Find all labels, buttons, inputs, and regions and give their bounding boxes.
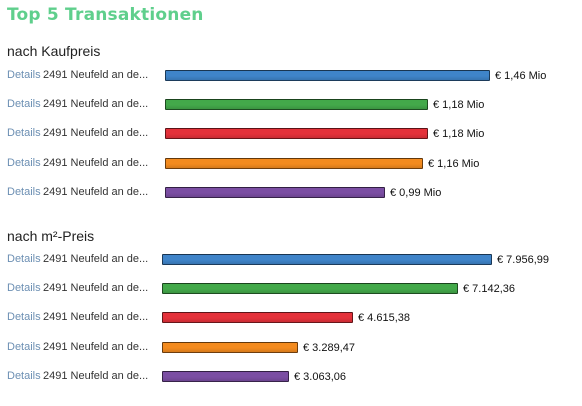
details-link[interactable]: Details (7, 253, 41, 265)
value-label: € 3.063,06 (294, 371, 346, 383)
transaction-row: Details 2491 Neufeld an de... € 3.289,47 (0, 339, 582, 359)
transaction-description: 2491 Neufeld an de... (43, 157, 149, 169)
value-bar (162, 312, 353, 323)
value-bar (165, 70, 490, 81)
value-label: € 7.142,36 (463, 283, 515, 295)
details-link[interactable]: Details (7, 341, 41, 353)
value-label: € 1,18 Mio (433, 99, 485, 111)
details-link[interactable]: Details (7, 127, 41, 139)
value-bar (165, 187, 385, 198)
value-label: € 1,18 Mio (433, 128, 485, 140)
value-bar (162, 254, 492, 265)
value-label: € 0,99 Mio (390, 187, 442, 199)
details-link[interactable]: Details (7, 157, 41, 169)
transaction-description: 2491 Neufeld an de... (43, 253, 149, 265)
transaction-description: 2491 Neufeld an de... (43, 341, 149, 353)
value-bar (162, 283, 458, 294)
details-link[interactable]: Details (7, 186, 41, 198)
value-bar (162, 342, 298, 353)
value-label: € 1,16 Mio (428, 158, 480, 170)
transaction-description: 2491 Neufeld an de... (43, 98, 149, 110)
value-bar (165, 158, 423, 169)
transaction-description: 2491 Neufeld an de... (43, 127, 149, 139)
transaction-row: Details 2491 Neufeld an de... € 1,18 Mio (0, 125, 582, 145)
transaction-description: 2491 Neufeld an de... (43, 282, 149, 294)
details-link[interactable]: Details (7, 98, 41, 110)
transaction-description: 2491 Neufeld an de... (43, 69, 149, 81)
transaction-row: Details 2491 Neufeld an de... € 1,46 Mio (0, 67, 582, 87)
section-heading: nach m²-Preis (7, 228, 95, 244)
value-label: € 4.615,38 (358, 312, 410, 324)
value-label: € 3.289,47 (303, 342, 355, 354)
transaction-row: Details 2491 Neufeld an de... € 1,18 Mio (0, 96, 582, 116)
value-label: € 7.956,99 (497, 254, 549, 266)
value-bar (165, 99, 428, 110)
transaction-description: 2491 Neufeld an de... (43, 370, 149, 382)
value-label: € 1,46 Mio (495, 70, 547, 82)
details-link[interactable]: Details (7, 370, 41, 382)
details-link[interactable]: Details (7, 69, 41, 81)
transaction-row: Details 2491 Neufeld an de... € 3.063,06 (0, 368, 582, 388)
transaction-description: 2491 Neufeld an de... (43, 186, 149, 198)
section-heading: nach Kaufpreis (7, 43, 101, 59)
details-link[interactable]: Details (7, 311, 41, 323)
transaction-row: Details 2491 Neufeld an de... € 7.956,99 (0, 251, 582, 271)
value-bar (165, 128, 428, 139)
transaction-row: Details 2491 Neufeld an de... € 7.142,36 (0, 280, 582, 300)
transaction-row: Details 2491 Neufeld an de... € 0,99 Mio (0, 184, 582, 204)
value-bar (162, 371, 289, 382)
transaction-row: Details 2491 Neufeld an de... € 4.615,38 (0, 309, 582, 329)
details-link[interactable]: Details (7, 282, 41, 294)
page-title: Top 5 Transaktionen (7, 5, 204, 25)
transaction-description: 2491 Neufeld an de... (43, 311, 149, 323)
transaction-row: Details 2491 Neufeld an de... € 1,16 Mio (0, 155, 582, 175)
